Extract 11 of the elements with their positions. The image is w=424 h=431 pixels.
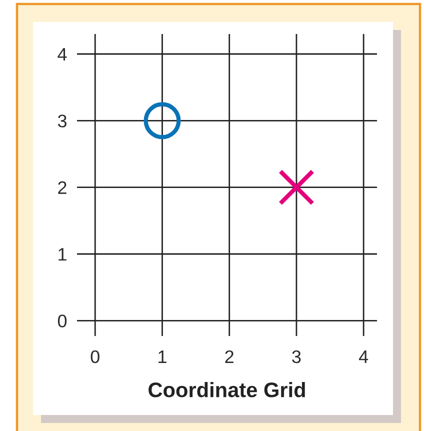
y-tick-label: 1 xyxy=(58,248,66,261)
x-tick-label: 1 xyxy=(158,350,166,363)
x-tick-label: 2 xyxy=(225,350,234,363)
x-tick-label: 0 xyxy=(90,350,100,364)
y-tick-label: 4 xyxy=(58,48,67,61)
x-tick-label: 3 xyxy=(292,350,301,364)
y-tick-label: 0 xyxy=(58,314,67,328)
y-tick-label: 3 xyxy=(58,114,66,128)
x-axis-title: Coordinate Grid xyxy=(148,382,305,398)
x-tick-label: 4 xyxy=(358,350,368,363)
y-tick-label: 2 xyxy=(58,181,66,194)
